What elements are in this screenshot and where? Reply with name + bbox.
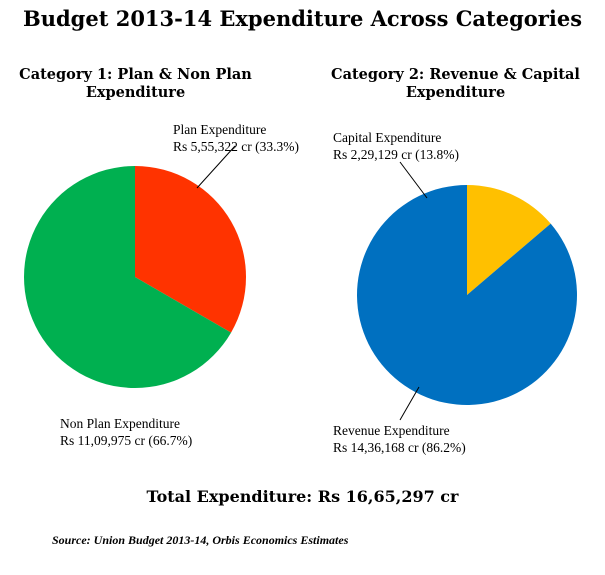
right-pie-slice-capital-expenditure (467, 185, 551, 295)
left-pie-slice-plan-expenditure (135, 166, 247, 333)
pie-chart-revenue-capital (357, 185, 578, 406)
total-expenditure: Total Expenditure: Rs 16,65,297 cr (146, 487, 459, 506)
label-plan-name: Plan Expenditure (173, 122, 266, 137)
label-revenue-value: Rs 14,36,168 cr (86.2%) (333, 440, 466, 455)
right-pie-slice-revenue-expenditure (357, 185, 578, 406)
label-capital-value: Rs 2,29,129 cr (13.8%) (333, 147, 459, 162)
pie-chart-plan-nonplan (24, 166, 247, 388)
leader-line-revenue (399, 386, 420, 421)
chart-main-title: Budget 2013-14 Expenditure Across Catego… (22, 6, 583, 31)
leader-line-capital (399, 161, 428, 199)
label-plan-value: Rs 5,55,322 cr (33.3%) (173, 139, 299, 154)
label-nonplan-value: Rs 11,09,975 cr (66.7%) (60, 433, 192, 448)
source-note: Source: Union Budget 2013-14, Orbis Econ… (52, 533, 349, 547)
left-chart-title: Category 1: Plan & Non Plan Expenditure (19, 66, 252, 101)
label-nonplan-name: Non Plan Expenditure (60, 416, 180, 431)
label-revenue-name: Revenue Expenditure (333, 423, 450, 438)
leader-line-plan (196, 145, 236, 189)
label-capital-name: Capital Expenditure (333, 130, 441, 145)
right-chart-title: Category 2: Revenue & Capital Expenditur… (331, 66, 580, 101)
left-pie-slice-non-plan-expenditure (24, 166, 232, 388)
